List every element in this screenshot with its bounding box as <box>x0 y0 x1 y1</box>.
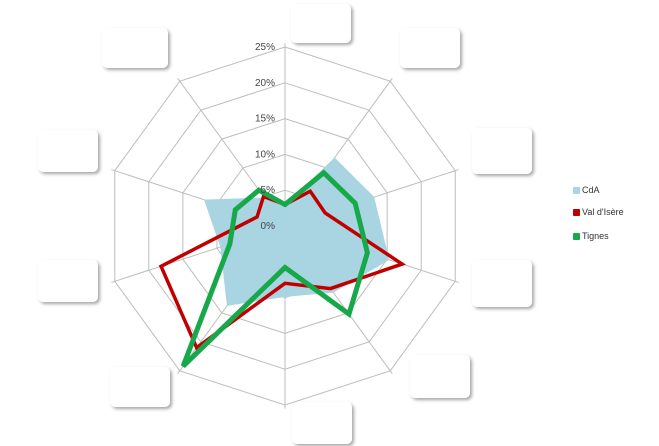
label-box-skieurs-fans: Skieurs fans multi séjour <box>110 367 170 407</box>
legend-item-cda: CdA <box>573 185 600 195</box>
axis-tick-label: 20% <box>255 78 275 89</box>
legend-label: Tignes <box>582 231 609 241</box>
label-box-familles: Familles <box>400 28 460 68</box>
axis-tick-label: 15% <box>255 114 275 125</box>
legend-item-val-disere: Val d'Isère <box>573 207 624 217</box>
series-line-tignes <box>180 169 370 368</box>
label-box-groupes: Groupes <box>292 402 352 444</box>
axis-tick-label: 5% <box>261 185 276 196</box>
series-line-valdisre <box>158 188 407 351</box>
label-box-residents: Résidents <box>102 28 168 68</box>
label-box-montagnards: Montagn ards <box>38 130 98 172</box>
axis-tick-label: 10% <box>255 149 275 160</box>
label-box-skieurs-bien-etre: Skieurs bien-être <box>410 355 470 398</box>
axis-tick-label: 25% <box>255 42 275 53</box>
legend-swatch-cda <box>573 186 580 194</box>
legend-item-tignes: Tignes <box>573 231 609 241</box>
legend-label: Val d'Isère <box>582 207 624 217</box>
label-box-non-skieurs: Non- skieurs <box>291 4 351 43</box>
legend-label: CdA <box>582 185 600 195</box>
label-box-skieurs-confirmes: Skieurs confirmés et fêtards <box>38 260 98 302</box>
legend-swatch-val-disere <box>573 208 580 216</box>
label-box-skieurs-alpins: Skieurs alpins annuel <box>472 128 532 174</box>
legend-swatch-tignes <box>573 232 580 240</box>
label-box-skieurs-moyens: Skieurs moyens et bon vivants <box>472 260 532 307</box>
axis-tick-label: 0% <box>261 221 276 232</box>
